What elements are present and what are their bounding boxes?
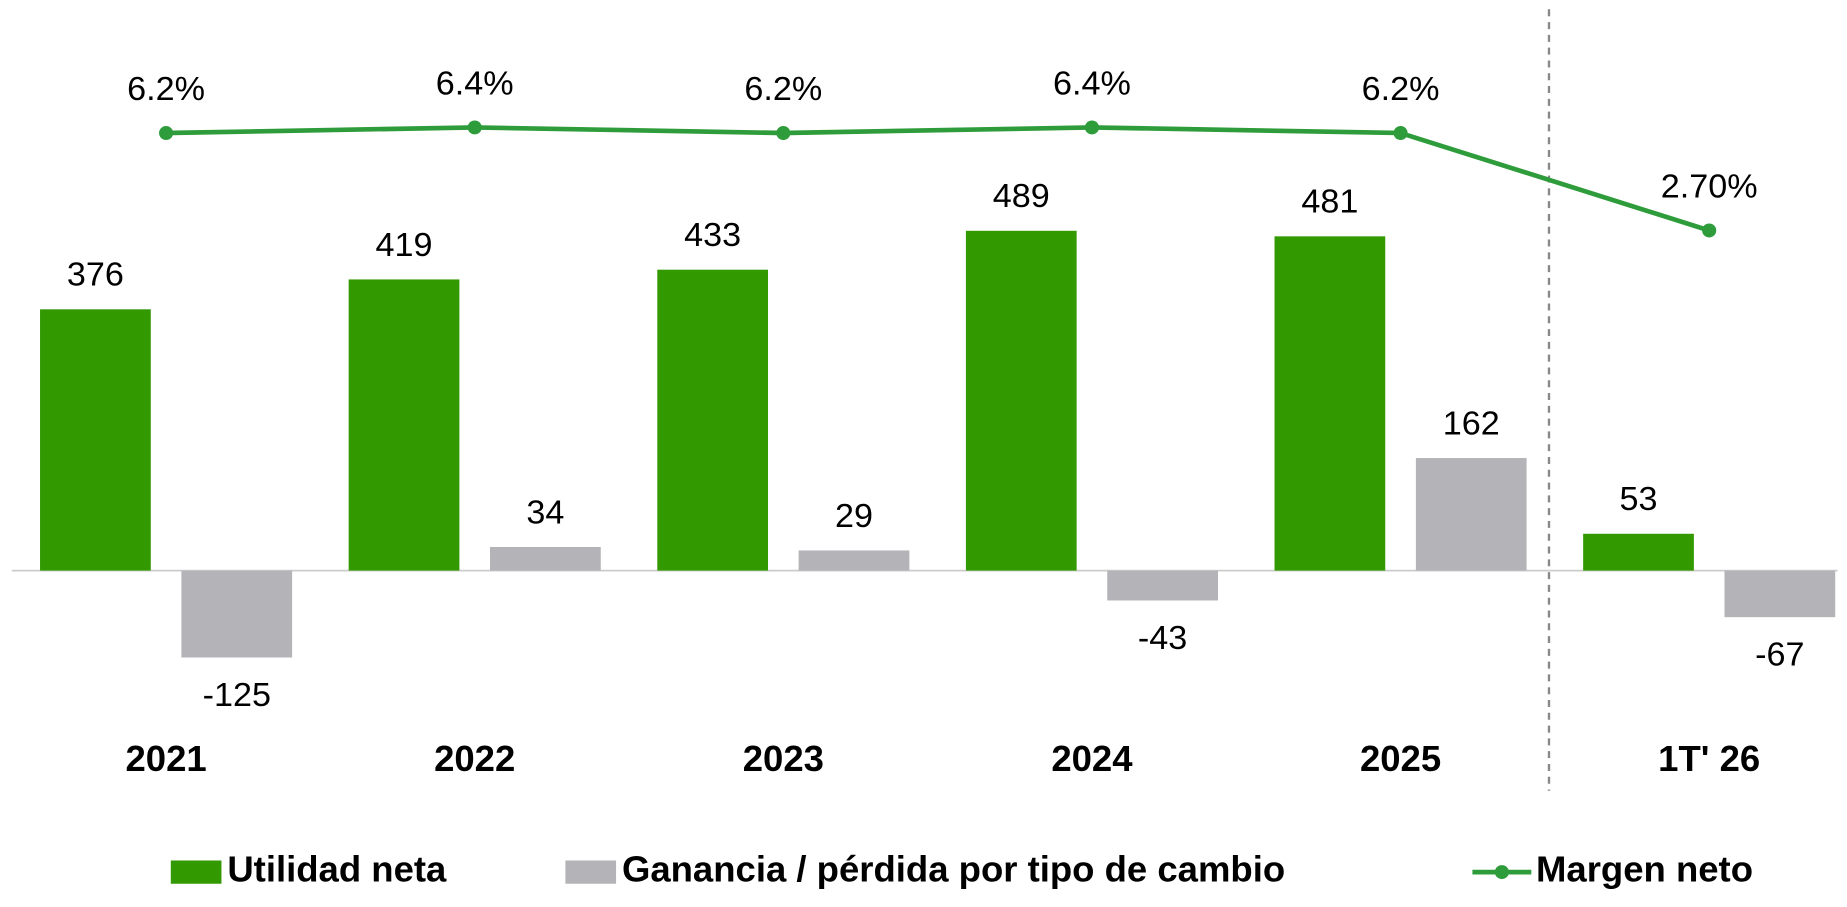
line-point (1702, 223, 1717, 238)
data-label: -125 (203, 676, 271, 714)
data-label: 29 (835, 497, 873, 535)
data-label: 6.2% (127, 70, 205, 108)
line (166, 125, 1710, 233)
x-tick-label: 2022 (434, 738, 515, 779)
line-point (776, 126, 791, 140)
data-label: 481 (1301, 183, 1358, 221)
legend-swatch (565, 860, 617, 884)
x-tick-label: 1T' 26 (1658, 738, 1760, 779)
bar (1724, 570, 1836, 618)
data-label: 6.2% (744, 70, 822, 108)
x-tick-label: 2025 (1360, 738, 1441, 779)
bar (181, 570, 293, 658)
bar (657, 269, 769, 571)
data-label: -67 (1755, 636, 1804, 674)
bar (1274, 236, 1386, 571)
data-label: 6.2% (1362, 70, 1440, 108)
data-label: -43 (1138, 619, 1187, 657)
bar (1583, 533, 1694, 571)
data-label: 6.4% (1053, 65, 1131, 103)
bar (965, 230, 1077, 571)
line-point (1084, 120, 1100, 135)
legend-label: Utilidad neta (227, 849, 447, 890)
bar (1415, 458, 1527, 571)
x-tick-label: 2023 (743, 738, 824, 779)
line-point (467, 120, 482, 135)
data-label: 34 (526, 494, 564, 532)
legend-marker (1494, 865, 1509, 880)
legend-label: Margen neto (1536, 849, 1753, 890)
data-label: 419 (376, 226, 433, 264)
bar (1107, 570, 1218, 601)
data-label: 376 (67, 256, 124, 294)
line-point (1393, 126, 1408, 140)
data-label: 53 (1620, 480, 1658, 518)
line-point (159, 126, 174, 140)
x-tick-label: 2024 (1051, 738, 1132, 779)
bar (40, 309, 151, 571)
bar (348, 279, 460, 571)
legend-label: Ganancia / pérdida por tipo de cambio (622, 849, 1285, 890)
x-tick-label: 2021 (125, 738, 206, 779)
data-label: 6.4% (436, 65, 514, 103)
data-label: 2.70% (1661, 168, 1758, 206)
data-label: 489 (993, 177, 1050, 215)
bar (490, 546, 601, 571)
data-label: 433 (684, 216, 741, 254)
legend-swatch (170, 860, 222, 884)
bar (798, 550, 910, 571)
data-label: 162 (1443, 405, 1500, 443)
